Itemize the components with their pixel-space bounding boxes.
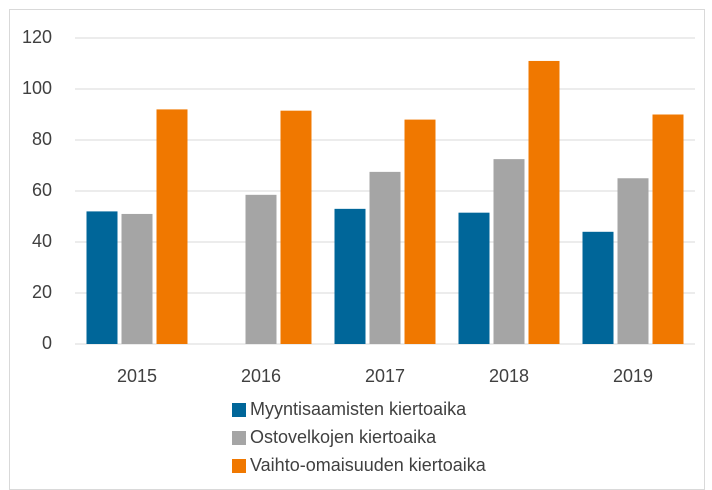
y-tick-label: 100 — [22, 78, 52, 98]
y-tick-label: 80 — [32, 129, 52, 149]
bar — [458, 212, 490, 344]
legend-swatch — [232, 459, 246, 473]
bar — [652, 114, 684, 344]
y-tick-label: 0 — [42, 333, 52, 353]
legend-swatch — [232, 403, 246, 417]
bar — [369, 171, 401, 344]
x-tick-label: 2019 — [613, 366, 653, 386]
y-tick-label: 40 — [32, 231, 52, 251]
bar — [334, 208, 366, 344]
legend-label: Myyntisaamisten kiertoaika — [250, 399, 467, 419]
bar — [404, 119, 436, 344]
bar — [528, 60, 560, 344]
x-tick-label: 2015 — [117, 366, 157, 386]
bar — [493, 159, 525, 344]
x-tick-label: 2016 — [241, 366, 281, 386]
legend-label: Ostovelkojen kiertoaika — [250, 427, 437, 447]
bar — [280, 110, 312, 344]
bar — [86, 211, 118, 344]
y-tick-label: 120 — [22, 27, 52, 47]
bar — [121, 213, 153, 344]
y-tick-label: 20 — [32, 282, 52, 302]
bar — [245, 194, 277, 344]
bar — [156, 109, 188, 345]
legend-swatch — [232, 431, 246, 445]
bar — [582, 231, 614, 344]
x-tick-label: 2017 — [365, 366, 405, 386]
bar — [617, 178, 649, 344]
y-tick-label: 60 — [32, 180, 52, 200]
x-tick-label: 2018 — [489, 366, 529, 386]
legend-label: Vaihto-omaisuuden kiertoaika — [250, 455, 487, 475]
